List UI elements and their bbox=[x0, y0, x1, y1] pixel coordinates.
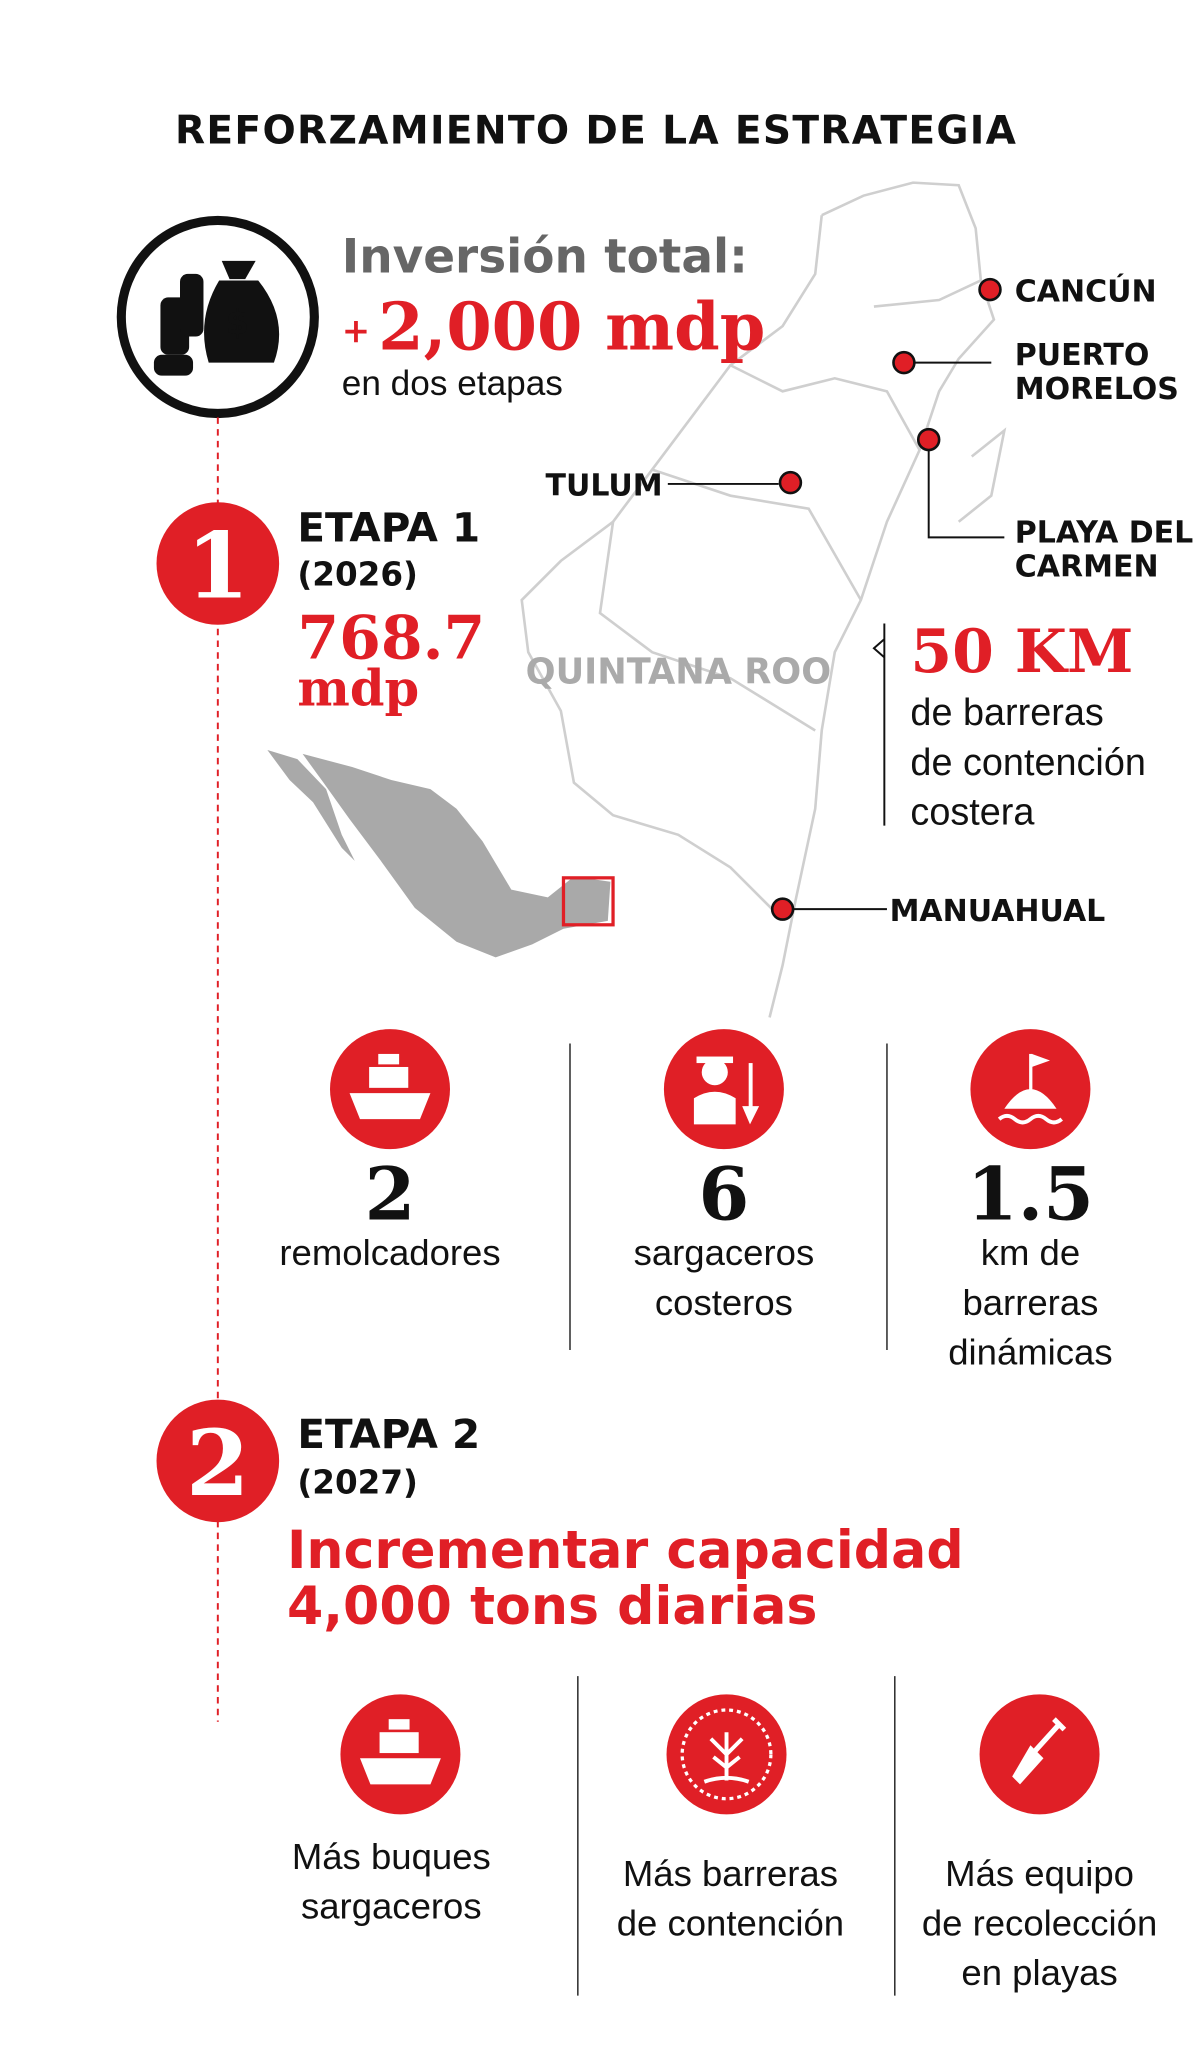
place-label: CANCÚN bbox=[1015, 272, 1157, 309]
title: REFORZAMIENTO DE LA ESTRATEGIA bbox=[175, 109, 1017, 154]
stage-unit: mdp bbox=[297, 659, 419, 718]
stage-number: 2 bbox=[186, 1409, 250, 1517]
barriers-text: costera bbox=[910, 791, 1035, 833]
icon-tugboat bbox=[330, 1029, 450, 1150]
icon-shovel bbox=[979, 1694, 1100, 1815]
region-label: QUINTANA ROO bbox=[526, 652, 832, 693]
item-label: Más equipo bbox=[945, 1853, 1134, 1894]
barriers-text: de barreras bbox=[910, 692, 1103, 734]
item-label: de recolección bbox=[922, 1903, 1157, 1944]
icon-buoy bbox=[970, 1029, 1091, 1150]
stage-headline: Incrementar capacidad bbox=[287, 1521, 964, 1581]
icon-ship bbox=[340, 1694, 461, 1815]
icon-worker bbox=[663, 1029, 784, 1150]
investment-prefix: + bbox=[342, 310, 370, 350]
mexico-map bbox=[267, 750, 611, 958]
investment-label: Inversión total: bbox=[342, 230, 748, 285]
place-label: PUERTO bbox=[1015, 338, 1150, 373]
item-label: sargaceros bbox=[301, 1886, 482, 1927]
item-label: en playas bbox=[961, 1952, 1117, 1993]
stage-name: ETAPA 2 bbox=[297, 1410, 480, 1458]
item-label: costeros bbox=[655, 1282, 793, 1323]
money-icon: $ bbox=[116, 215, 319, 419]
item-label: sargaceros bbox=[634, 1232, 815, 1273]
place-label: TULUM bbox=[546, 469, 663, 504]
map-outline bbox=[520, 181, 1007, 1018]
item-label: barreras bbox=[962, 1282, 1098, 1323]
item-label: dinámicas bbox=[948, 1331, 1112, 1372]
item-value: 6 bbox=[698, 1152, 749, 1238]
item-label: Más barreras bbox=[623, 1853, 838, 1894]
barriers-amount: 50 KM bbox=[910, 617, 1133, 687]
item-label: de contención bbox=[617, 1903, 844, 1944]
stage-badge bbox=[156, 502, 280, 625]
stage-headline: 4,000 tons diarias bbox=[287, 1577, 817, 1637]
stage-year: (2026) bbox=[297, 556, 418, 594]
place-label: CARMEN bbox=[1015, 550, 1159, 585]
item-value: 2 bbox=[365, 1152, 416, 1238]
place-label: MANUAHUAL bbox=[890, 894, 1106, 929]
investment-note: en dos etapas bbox=[342, 364, 563, 403]
stage-name: ETAPA 1 bbox=[297, 503, 480, 551]
item-label: km de bbox=[981, 1232, 1080, 1273]
stage-badge bbox=[156, 1399, 280, 1523]
region-highlight bbox=[561, 876, 615, 927]
place-label: PLAYA DEL bbox=[1015, 516, 1193, 551]
leader-lines bbox=[667, 361, 1005, 911]
item-label: Más buques bbox=[292, 1836, 491, 1877]
place-markers bbox=[770, 277, 1002, 921]
stage-number: 1 bbox=[186, 511, 250, 619]
stage-amount: 768.7 bbox=[297, 604, 485, 674]
brace bbox=[872, 623, 886, 826]
investment-amount: 2,000 mdp bbox=[378, 290, 765, 366]
item-label: remolcadores bbox=[279, 1232, 500, 1273]
item-value: 1.5 bbox=[967, 1152, 1094, 1238]
stage-year: (2027) bbox=[297, 1464, 418, 1502]
svg-text:$: $ bbox=[226, 303, 250, 342]
icon-barrier bbox=[666, 1694, 787, 1815]
barriers-text: de contención bbox=[910, 742, 1145, 784]
place-label: MORELOS bbox=[1015, 372, 1179, 407]
